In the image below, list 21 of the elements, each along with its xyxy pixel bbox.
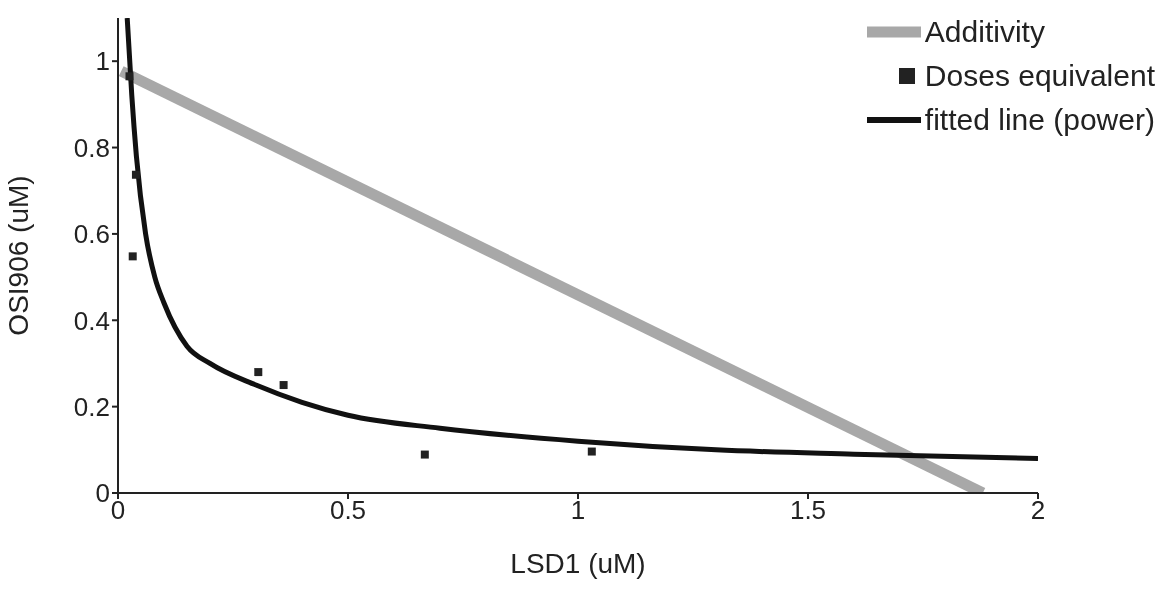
point bbox=[279, 381, 288, 390]
y-tick-label: 0.4 bbox=[73, 305, 110, 336]
x-tick-label: 1.5 bbox=[789, 495, 827, 526]
y-tick-label: 0.8 bbox=[73, 132, 110, 163]
x-axis-title: LSD1 (uM) bbox=[510, 548, 646, 579]
legend-label: Doses equivalent bbox=[924, 58, 1155, 94]
x-tick-label: 2 bbox=[1030, 495, 1046, 526]
point bbox=[131, 170, 140, 179]
y-tick-label: 0.2 bbox=[73, 391, 110, 422]
point bbox=[125, 72, 134, 81]
x-tick-label: 1 bbox=[570, 495, 586, 526]
legend-label: fitted line (power) bbox=[924, 102, 1155, 138]
point bbox=[587, 447, 596, 456]
y-axis-title: OSI906 (uM) bbox=[2, 175, 34, 336]
point bbox=[254, 368, 263, 377]
point bbox=[128, 252, 137, 261]
point bbox=[420, 450, 429, 459]
legend-label: Additivity bbox=[924, 14, 1045, 50]
y-tick-label: 1 bbox=[95, 46, 110, 77]
y-tick-label: 0.6 bbox=[73, 219, 110, 250]
x-tick-label: 0.5 bbox=[329, 495, 367, 526]
